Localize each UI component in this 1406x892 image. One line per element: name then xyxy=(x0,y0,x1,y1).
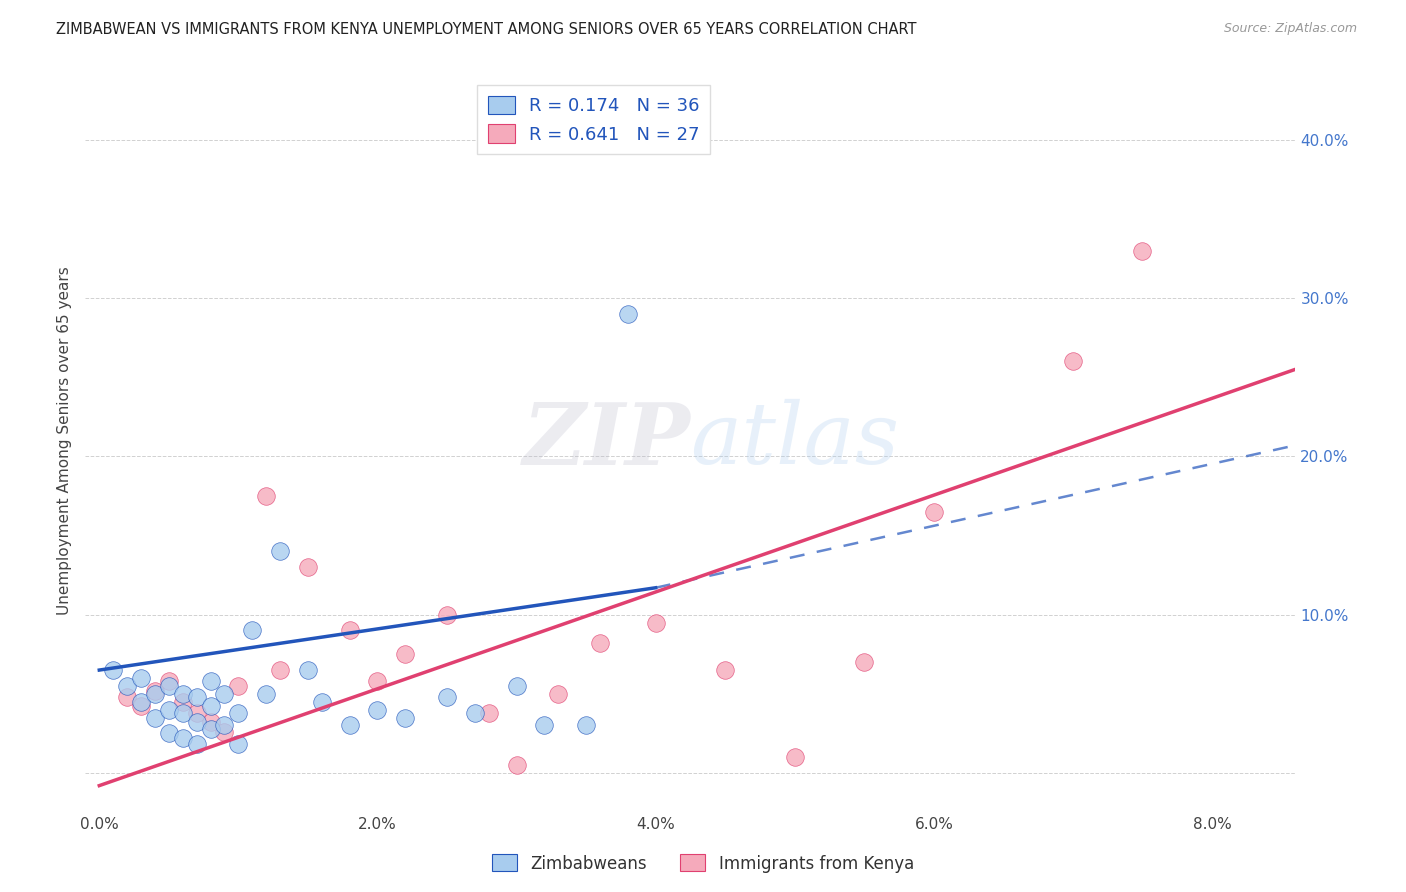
Point xyxy=(478,706,501,720)
Point xyxy=(214,718,236,732)
Point xyxy=(714,663,737,677)
Point xyxy=(172,731,194,746)
Point xyxy=(214,687,236,701)
Point xyxy=(394,710,416,724)
Point xyxy=(186,738,208,752)
Point xyxy=(186,715,208,730)
Point xyxy=(254,687,277,701)
Point xyxy=(311,695,333,709)
Point xyxy=(200,722,222,736)
Point xyxy=(228,679,250,693)
Legend: R = 0.174   N = 36, R = 0.641   N = 27: R = 0.174 N = 36, R = 0.641 N = 27 xyxy=(477,85,710,154)
Point xyxy=(172,706,194,720)
Point xyxy=(1132,244,1154,258)
Point xyxy=(783,750,806,764)
Point xyxy=(505,758,527,772)
Point xyxy=(129,671,152,685)
Point xyxy=(436,607,458,622)
Point xyxy=(366,674,388,689)
Point xyxy=(240,624,263,638)
Point xyxy=(228,706,250,720)
Point xyxy=(200,715,222,730)
Point xyxy=(157,703,180,717)
Point xyxy=(269,544,291,558)
Point xyxy=(186,690,208,704)
Point xyxy=(157,674,180,689)
Point xyxy=(533,718,555,732)
Point xyxy=(339,718,361,732)
Point xyxy=(436,690,458,704)
Point xyxy=(269,663,291,677)
Y-axis label: Unemployment Among Seniors over 65 years: Unemployment Among Seniors over 65 years xyxy=(58,266,72,615)
Point xyxy=(575,718,598,732)
Point xyxy=(394,647,416,661)
Point xyxy=(115,679,138,693)
Legend: Zimbabweans, Immigrants from Kenya: Zimbabweans, Immigrants from Kenya xyxy=(485,847,921,880)
Point xyxy=(922,505,945,519)
Point xyxy=(172,695,194,709)
Point xyxy=(143,683,166,698)
Point xyxy=(339,624,361,638)
Point xyxy=(200,699,222,714)
Point xyxy=(617,307,640,321)
Text: atlas: atlas xyxy=(690,400,900,482)
Point xyxy=(200,674,222,689)
Point xyxy=(297,663,319,677)
Point xyxy=(254,489,277,503)
Point xyxy=(157,726,180,740)
Point xyxy=(589,636,612,650)
Text: ZIMBABWEAN VS IMMIGRANTS FROM KENYA UNEMPLOYMENT AMONG SENIORS OVER 65 YEARS COR: ZIMBABWEAN VS IMMIGRANTS FROM KENYA UNEM… xyxy=(56,22,917,37)
Point xyxy=(547,687,569,701)
Point xyxy=(644,615,666,630)
Point xyxy=(129,699,152,714)
Point xyxy=(228,738,250,752)
Point xyxy=(103,663,125,677)
Point xyxy=(366,703,388,717)
Text: Source: ZipAtlas.com: Source: ZipAtlas.com xyxy=(1223,22,1357,36)
Point xyxy=(1062,354,1084,368)
Point xyxy=(853,655,876,669)
Point xyxy=(115,690,138,704)
Text: ZIP: ZIP xyxy=(523,399,690,483)
Point xyxy=(464,706,486,720)
Point xyxy=(129,695,152,709)
Point xyxy=(186,706,208,720)
Point xyxy=(157,679,180,693)
Point xyxy=(143,687,166,701)
Point xyxy=(505,679,527,693)
Point xyxy=(297,560,319,574)
Point xyxy=(143,710,166,724)
Point xyxy=(172,687,194,701)
Point xyxy=(214,724,236,739)
